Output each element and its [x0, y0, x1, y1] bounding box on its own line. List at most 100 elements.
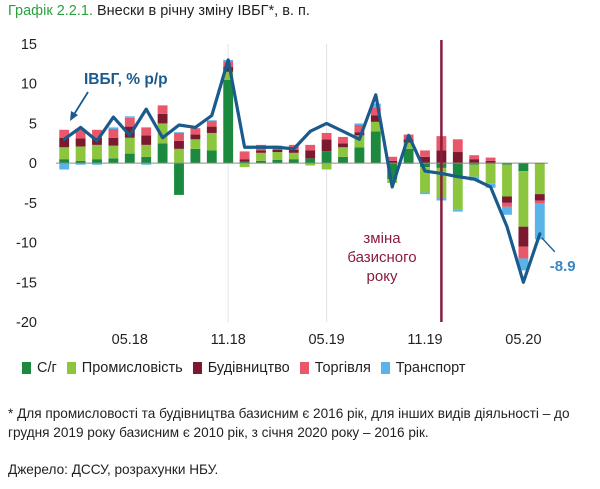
- bar-segment: [157, 143, 168, 164]
- legend-swatch: [66, 362, 76, 374]
- bar-segment: [305, 144, 316, 151]
- bar-segment: [206, 150, 217, 164]
- bar-segment: [403, 139, 414, 143]
- bar-segment: [174, 163, 184, 195]
- bar-segment: [370, 103, 381, 108]
- legend-label: Будівництво: [207, 360, 290, 376]
- bar-segment: [124, 153, 135, 164]
- bar-segment: [518, 163, 529, 172]
- bar-segment: [190, 139, 201, 149]
- bar-segment: [108, 128, 119, 138]
- bar-segment: [485, 157, 496, 161]
- y-tick-label: 10: [21, 77, 37, 93]
- y-tick-label: -5: [24, 196, 37, 212]
- bar-segment: [206, 132, 217, 151]
- bar-segment: [305, 163, 316, 166]
- bar-segment: [190, 148, 201, 164]
- y-tick-label: -10: [16, 236, 37, 252]
- bar-segment: [124, 137, 135, 154]
- legend-item: Торгівля: [299, 360, 371, 376]
- bar-segment: [321, 163, 332, 170]
- bar-segment: [59, 147, 70, 160]
- y-tick-label: 15: [21, 37, 37, 53]
- bar-segment: [420, 192, 430, 195]
- legend-label: Промисловість: [81, 360, 183, 376]
- bar-segment: [174, 148, 184, 164]
- chart-title: Графік 2.2.1. Внески в річну зміну ІВБГ*…: [8, 3, 310, 19]
- legend-item: Промисловість: [66, 360, 183, 376]
- annotation-text: зміна: [363, 230, 401, 247]
- legend-swatch: [380, 362, 390, 374]
- annotation-text: базисного: [347, 249, 416, 266]
- bar-segment: [288, 152, 299, 160]
- bar-segment: [370, 107, 381, 116]
- bar-segment: [370, 121, 381, 132]
- chart-title-text: Внески в річну зміну ІВБГ*, в. п.: [97, 3, 310, 19]
- bar-segment: [223, 67, 234, 72]
- bar-segment: [387, 163, 398, 180]
- bar-segment: [174, 132, 184, 141]
- bar-segment: [403, 148, 414, 164]
- bar-segment: [518, 226, 529, 247]
- bar-segment: [354, 123, 365, 126]
- bar-segment: [206, 126, 217, 133]
- bar-segment: [518, 258, 529, 271]
- bar-segment: [223, 79, 234, 164]
- bar-segment: [157, 105, 168, 106]
- bar-segment: [206, 120, 217, 122]
- bar-segment: [108, 158, 119, 164]
- bar-segment: [75, 163, 86, 165]
- bar-segment: [338, 136, 348, 144]
- bar-segment: [256, 160, 266, 164]
- bar-segment: [469, 155, 480, 160]
- bar-segment: [452, 163, 463, 178]
- bar-segment: [141, 127, 152, 136]
- bar-segment: [534, 163, 545, 195]
- bar-segment: [206, 121, 217, 127]
- bar-segment: [370, 115, 381, 122]
- legend-label: Торгівля: [314, 360, 371, 376]
- bar-segment: [174, 132, 184, 133]
- bar-segment: [92, 159, 102, 164]
- bar-segment: [485, 160, 496, 164]
- bar-segment: [534, 203, 545, 240]
- bar-segment: [239, 151, 250, 153]
- bar-segment: [354, 132, 365, 136]
- bar-segment: [420, 167, 430, 193]
- chart-number: Графік 2.2.1.: [8, 3, 93, 19]
- bar-segment: [354, 125, 365, 133]
- bar-segment: [92, 129, 102, 138]
- bar-segment: [108, 127, 119, 129]
- line-label: ІВБГ, % р/р: [84, 71, 168, 88]
- bar-segment: [420, 150, 430, 157]
- x-tick-label: 11.19: [407, 332, 442, 348]
- bar-segment: [256, 152, 266, 161]
- bar-segment: [305, 150, 316, 159]
- y-tick-label: -15: [16, 275, 37, 291]
- source: Джерело: ДССУ, розрахунки НБУ.: [8, 462, 219, 477]
- bar-segment: [75, 138, 86, 147]
- bar-segment: [321, 151, 332, 164]
- x-tick-label: 05.20: [505, 332, 541, 348]
- bar-segment: [305, 158, 316, 164]
- x-tick-label: 11.18: [211, 332, 246, 348]
- y-tick-label: -20: [16, 315, 37, 331]
- value-leader: [541, 237, 556, 253]
- bar-segment: [239, 152, 250, 160]
- bar-segment: [518, 246, 529, 259]
- bar-segment: [485, 163, 496, 184]
- bar-segment: [420, 163, 430, 168]
- bar-segment: [92, 144, 102, 160]
- y-tick-label: 5: [29, 116, 37, 132]
- bar-segment: [239, 161, 250, 164]
- bar-segment: [108, 145, 119, 159]
- legend-item: С/г: [22, 360, 57, 376]
- bar-segment: [75, 146, 86, 161]
- legend-swatch: [299, 362, 309, 374]
- bar-segment: [452, 209, 463, 212]
- bar-segment: [190, 134, 201, 140]
- bar-segment: [452, 152, 463, 164]
- bar-segment: [59, 159, 70, 164]
- bar-segment: [288, 149, 299, 153]
- bar-segment: [452, 139, 463, 153]
